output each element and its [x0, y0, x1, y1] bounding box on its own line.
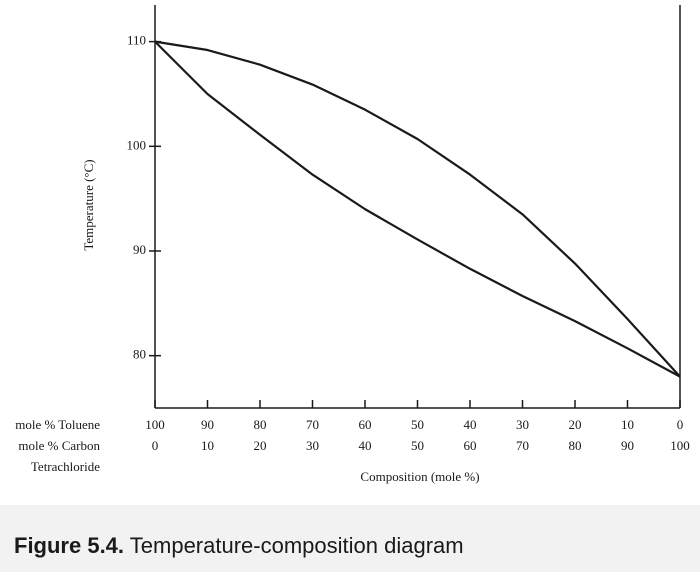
x-tick-label-ccl4: 0 [152, 438, 159, 453]
x-row-label: Tetrachloride [31, 459, 100, 474]
x-tick-label-toluene: 10 [621, 417, 634, 432]
x-tick-label-toluene: 80 [254, 417, 267, 432]
y-tick-label: 90 [133, 242, 146, 257]
x-tick-label-ccl4: 40 [359, 438, 372, 453]
x-tick-label-toluene: 50 [411, 417, 424, 432]
x-tick-label-ccl4: 90 [621, 438, 634, 453]
x-tick-label-toluene: 20 [569, 417, 582, 432]
x-axis-label: Composition (mole %) [360, 469, 479, 484]
x-tick-label-toluene: 100 [145, 417, 165, 432]
y-axis-label: Temperature (°C) [81, 159, 96, 250]
caption-label: Figure 5.4. [14, 533, 124, 558]
x-tick-label-ccl4: 100 [670, 438, 690, 453]
x-tick-label-ccl4: 10 [201, 438, 214, 453]
x-tick-label-ccl4: 80 [569, 438, 582, 453]
y-tick-label: 80 [133, 347, 146, 362]
x-tick-label-toluene: 70 [306, 417, 319, 432]
x-row-label: mole % Toluene [15, 417, 100, 432]
curve [154, 40, 681, 378]
x-tick-label-toluene: 0 [677, 417, 684, 432]
x-tick-label-ccl4: 50 [411, 438, 424, 453]
figure-panel [0, 0, 700, 505]
x-tick-label-ccl4: 70 [516, 438, 529, 453]
x-tick-label-toluene: 30 [516, 417, 529, 432]
caption-text: Temperature-composition diagram [130, 533, 464, 558]
x-tick-label-ccl4: 30 [306, 438, 319, 453]
x-tick-label-ccl4: 20 [254, 438, 267, 453]
y-tick-label: 110 [127, 33, 146, 48]
x-tick-label-ccl4: 60 [464, 438, 477, 453]
x-tick-label-toluene: 90 [201, 417, 214, 432]
y-tick-label: 100 [127, 137, 147, 152]
curve [154, 40, 681, 378]
x-tick-label-toluene: 40 [464, 417, 477, 432]
caption: Figure 5.4. Temperature-composition diag… [14, 533, 464, 558]
x-tick-label-toluene: 60 [359, 417, 372, 432]
x-row-label: mole % Carbon [18, 438, 100, 453]
